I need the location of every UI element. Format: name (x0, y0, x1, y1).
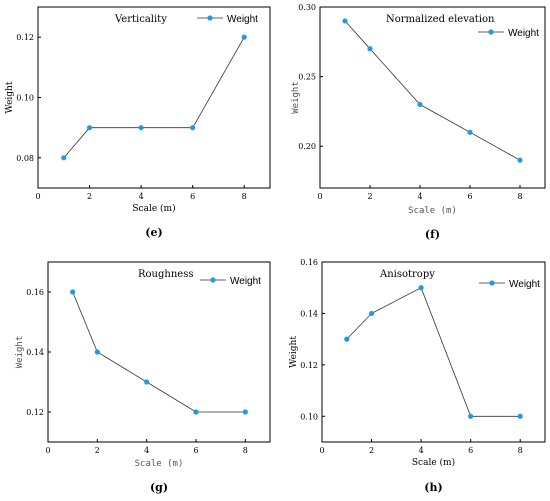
y-tick-label: 0.08 (16, 154, 34, 163)
y-tick-label: 0.16 (26, 288, 44, 297)
plot-frame (48, 262, 270, 442)
data-point (242, 35, 247, 40)
x-tick-label: 0 (35, 192, 40, 201)
x-tick-label: 0 (319, 446, 324, 455)
x-axis-label: Scale (m) (412, 457, 455, 468)
data-point (342, 18, 347, 23)
y-axis-label: Weight (291, 81, 301, 114)
data-point (419, 285, 424, 290)
x-axis-label: Scale (m) (132, 203, 175, 214)
data-point (468, 414, 473, 419)
x-tick-label: 4 (144, 446, 149, 455)
y-tick-label: 0.20 (298, 142, 316, 151)
data-point (417, 102, 422, 107)
y-axis-label: Weight (5, 81, 15, 113)
data-point (344, 337, 349, 342)
data-point (369, 311, 374, 316)
data-point (518, 414, 523, 419)
x-tick-label: 6 (468, 446, 473, 455)
y-tick-label: 0.14 (26, 348, 44, 357)
x-tick-label: 2 (369, 446, 374, 455)
data-point (87, 125, 92, 130)
y-axis-label: Weight (15, 336, 25, 369)
data-point (95, 349, 100, 354)
y-tick-label: 0.25 (298, 73, 316, 82)
panel-label: (h) (424, 481, 442, 494)
legend-marker (489, 280, 494, 285)
series-line (345, 21, 520, 160)
x-tick-label: 8 (517, 192, 522, 201)
y-tick-label: 0.30 (298, 3, 316, 12)
y-tick-label: 0.10 (16, 94, 34, 103)
data-point (193, 409, 198, 414)
x-tick-label: 8 (242, 192, 247, 201)
x-tick-label: 6 (467, 192, 472, 201)
x-axis-label: Scale (m) (408, 206, 457, 216)
legend-label: Weight (230, 276, 261, 287)
x-tick-label: 4 (139, 192, 144, 201)
data-point (139, 125, 144, 130)
legend: Weight (478, 28, 539, 39)
chart-panel-1: 0 2 4 6 8 0.20 0.25 0.30 Normalized elevation Sca… (291, 3, 545, 241)
legend-marker (207, 15, 212, 20)
chart-title: Normalized elevation (386, 14, 495, 25)
x-tick-label: 8 (518, 446, 523, 455)
x-tick-label: 2 (95, 446, 100, 455)
chart-title: Verticality (114, 14, 167, 25)
x-tick-label: 2 (367, 192, 372, 201)
legend: Weight (197, 14, 258, 25)
y-tick-label: 0.16 (300, 258, 318, 267)
legend-marker (488, 29, 493, 34)
x-tick-label: 2 (87, 192, 92, 201)
chart-panel-3: 0 2 4 6 8 0.10 0.12 0.14 0.16 Anisotropy Scale (m)… (289, 258, 545, 494)
data-point (467, 130, 472, 135)
x-tick-label: 8 (243, 446, 248, 455)
chart-title: Roughness (138, 269, 193, 280)
y-tick-label: 0.12 (16, 33, 34, 42)
legend: Weight (479, 279, 540, 290)
y-tick-label: 0.14 (300, 309, 318, 318)
legend-marker (210, 277, 215, 282)
chart-panel-2: 0 2 4 6 8 0.12 0.14 0.16 Roughness Scale (m) Weigh… (15, 262, 270, 494)
panel-label: (g) (150, 481, 168, 494)
x-axis-label: Scale (m) (135, 459, 184, 469)
data-point (144, 379, 149, 384)
series-line (347, 288, 520, 417)
x-tick-label: 0 (317, 192, 322, 201)
y-tick-label: 0.12 (26, 408, 44, 417)
legend-label: Weight (508, 28, 539, 39)
x-tick-label: 4 (417, 192, 422, 201)
data-point (517, 158, 522, 163)
data-point (243, 409, 248, 414)
chart-panel-0: 0 2 4 6 8 0.08 0.10 0.12 Verticality Scale (m) Wei… (5, 7, 270, 239)
data-point (70, 289, 75, 294)
x-tick-label: 4 (419, 446, 424, 455)
panel-label: (f) (425, 228, 440, 241)
data-point (367, 46, 372, 51)
series-line (64, 37, 244, 158)
x-tick-label: 0 (45, 446, 50, 455)
chart-title: Anisotropy (379, 269, 435, 280)
data-point (61, 155, 66, 160)
legend-label: Weight (509, 279, 540, 290)
x-tick-label: 6 (193, 446, 198, 455)
x-tick-label: 6 (190, 192, 195, 201)
panel-label: (e) (145, 226, 162, 239)
data-point (190, 125, 195, 130)
y-tick-label: 0.10 (300, 412, 318, 421)
y-tick-label: 0.12 (300, 361, 318, 370)
y-axis-label: Weight (289, 336, 299, 368)
legend: Weight (200, 276, 261, 287)
legend-label: Weight (227, 14, 258, 25)
plot-frame (38, 7, 270, 188)
